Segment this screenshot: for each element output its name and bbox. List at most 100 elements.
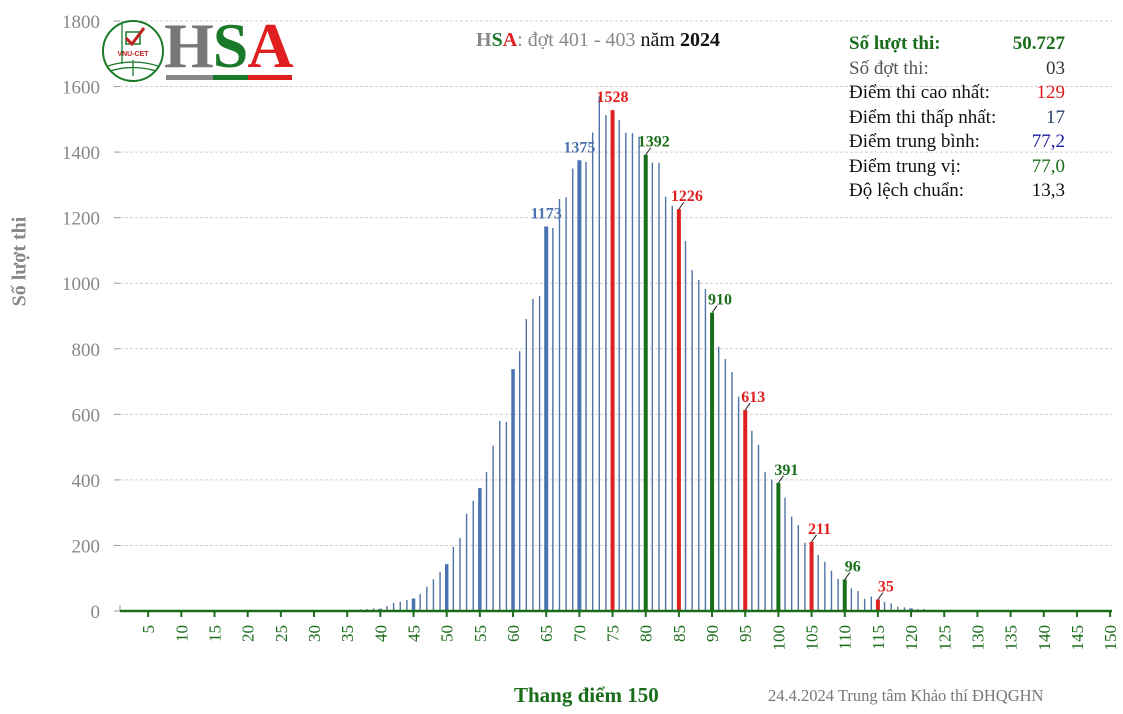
y-axis-title: Số lượt thi <box>8 216 31 307</box>
label-leader <box>844 572 851 580</box>
label-leader <box>678 201 685 210</box>
stat-value: 03 <box>1046 57 1065 79</box>
title-year: 2024 <box>679 29 720 51</box>
x-tick-label: 60 <box>504 625 523 642</box>
stats-panel: Số lượt thi: 50.727 Số đợt thi: 03 Điểm thi … <box>849 32 1069 204</box>
y-tick-label: 1800 <box>62 12 100 33</box>
x-tick-label: 105 <box>803 625 822 651</box>
y-tick-label: 400 <box>72 471 101 492</box>
x-tick-label: 125 <box>935 625 954 651</box>
x-tick-label: 80 <box>637 625 656 642</box>
y-tick-label: 0 <box>91 602 101 623</box>
x-tick-label: 110 <box>836 625 855 650</box>
data-label-115: 35 <box>878 579 894 596</box>
stat-value: 50.727 <box>1012 33 1065 54</box>
stat-value: 13,3 <box>1031 180 1065 201</box>
stat-row: Điểm thi cao nhất: 129 <box>849 81 1069 106</box>
stat-label: Điểm thi thấp nhất: <box>849 106 997 128</box>
data-label-75: 1528 <box>597 89 629 106</box>
logo-underline <box>166 75 292 80</box>
x-tick-label: 90 <box>703 625 722 642</box>
stat-row: Số đợt thi: 03 <box>849 57 1069 82</box>
footer-credit: 24.4.2024 Trung tâm Khảo thí ĐHQGHN <box>768 686 1044 705</box>
x-tick-label: 55 <box>471 625 490 642</box>
x-tick-label: 145 <box>1068 625 1087 651</box>
stat-label: Số đợt thi: <box>849 57 929 79</box>
x-tick-label: 95 <box>736 625 755 642</box>
stat-label: Số lượt thi: <box>849 33 941 54</box>
title-year-word: năm <box>640 29 675 51</box>
data-label-110: 96 <box>845 559 861 576</box>
hsa-logo-text: HSA <box>164 14 294 78</box>
stat-value: 129 <box>1036 82 1066 103</box>
data-label-90: 910 <box>708 292 732 309</box>
y-tick-label: 200 <box>72 536 101 557</box>
stat-row: Số lượt thi: 50.727 <box>849 32 1069 57</box>
y-tick-label: 1400 <box>62 143 100 164</box>
x-tick-label: 45 <box>405 625 424 642</box>
data-label-80: 1392 <box>638 134 670 151</box>
x-tick-label: 30 <box>305 625 324 642</box>
y-tick-label: 1000 <box>62 274 100 295</box>
x-tick-label: 70 <box>570 625 589 642</box>
stat-row: Độ lệch chuẩn: 13,3 <box>849 179 1069 204</box>
x-tick-label: 135 <box>1002 625 1021 651</box>
stat-label: Điểm thi cao nhất: <box>849 82 990 103</box>
label-leader <box>645 147 652 156</box>
x-tick-label: 35 <box>338 625 357 642</box>
x-tick-label: 10 <box>172 625 191 642</box>
x-tick-label: 65 <box>537 625 556 642</box>
data-label-85: 1226 <box>671 188 703 205</box>
x-tick-label: 50 <box>438 625 457 642</box>
stat-row: Điểm trung bình: 77,2 <box>849 130 1069 155</box>
x-tick-label: 140 <box>1035 625 1054 651</box>
stat-label: Điểm trung vị: <box>849 155 961 177</box>
chart-title: HSA: đợt 401 - 403 năm 2024 <box>476 29 720 52</box>
x-axis-title: Thang điểm 150 <box>514 683 659 707</box>
vnu-cet-logo-icon: VNU-CET <box>102 20 164 82</box>
data-label-65: 1173 <box>531 206 562 223</box>
y-tick-label: 800 <box>72 340 101 361</box>
x-tick-label: 25 <box>272 625 291 642</box>
label-leader <box>811 534 817 543</box>
stat-label: Điểm trung bình: <box>849 131 980 152</box>
data-label-105: 211 <box>808 521 831 538</box>
x-tick-label: 85 <box>670 625 689 642</box>
stat-label: Độ lệch chuẩn: <box>849 180 965 201</box>
title-rounds: : đợt 401 - 403 <box>517 29 636 51</box>
data-label-100: 391 <box>774 462 798 479</box>
x-tick-label: 150 <box>1101 625 1120 651</box>
x-tick-label: 120 <box>902 625 921 651</box>
logo-letter-a: A <box>247 10 293 81</box>
y-tick-label: 1600 <box>62 78 100 99</box>
logo-letter-h: H <box>164 10 214 81</box>
x-tick-label: 40 <box>371 625 390 642</box>
title-h: H <box>476 29 492 51</box>
stat-row: Điểm trung vị: 77,0 <box>849 155 1069 180</box>
label-leader <box>877 592 884 600</box>
stat-row: Điểm thi thấp nhất: 17 <box>849 106 1069 131</box>
x-tick-label: 75 <box>604 625 623 642</box>
x-tick-label: 15 <box>206 625 225 642</box>
x-tick-label: 100 <box>769 625 788 651</box>
x-tick-label: 20 <box>239 625 258 642</box>
y-tick-label: 600 <box>72 405 101 426</box>
title-s: S <box>491 29 503 51</box>
y-tick-label: 1200 <box>62 209 100 230</box>
data-label-70: 1375 <box>563 139 595 156</box>
x-tick-label: 115 <box>869 625 888 650</box>
data-label-95: 613 <box>741 389 765 406</box>
label-leader <box>777 475 784 484</box>
x-tick-label: 130 <box>968 625 987 651</box>
stat-value: 17 <box>1046 106 1065 128</box>
label-leader <box>744 402 751 411</box>
svg-text:VNU-CET: VNU-CET <box>117 51 149 58</box>
logo-letter-s: S <box>212 10 249 81</box>
stat-value: 77,2 <box>1031 131 1065 152</box>
x-tick-label: 5 <box>139 625 158 634</box>
label-leader <box>711 305 718 314</box>
title-a: A <box>502 29 518 51</box>
stat-value: 77,0 <box>1031 155 1065 177</box>
